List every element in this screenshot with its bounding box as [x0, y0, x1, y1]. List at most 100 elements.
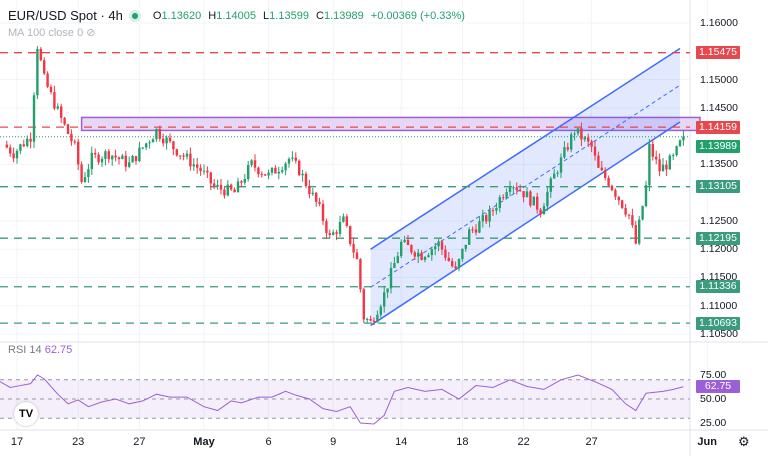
candle-body	[315, 192, 318, 202]
candle-body	[338, 222, 342, 234]
candle-body	[580, 128, 583, 140]
candle-body	[138, 147, 141, 162]
candle-body	[376, 314, 379, 322]
rsi-label[interactable]: RSI 14 62.75	[8, 344, 73, 356]
eye-hidden-icon[interactable]: ⊘	[86, 27, 96, 39]
candle-body	[26, 138, 29, 147]
candle-body	[355, 252, 359, 260]
candle-body	[22, 144, 25, 147]
candle-body	[325, 221, 328, 234]
candle-body	[495, 208, 498, 211]
candle-body	[63, 117, 66, 125]
candle-body	[162, 138, 165, 144]
ohlc-readout: O1.13620 H1.14005 L1.13599 C1.13989 +0.0…	[152, 9, 465, 22]
candle-body	[179, 155, 182, 157]
candle-body	[498, 197, 501, 209]
candle-body	[417, 252, 420, 257]
price-tick: 1.12000	[700, 243, 738, 256]
ma-indicator-label[interactable]: MA 100 close 0 ⊘	[8, 27, 96, 39]
rsi-value-label: 62.75	[696, 380, 740, 394]
candle-body	[573, 133, 576, 135]
candle-body	[576, 128, 580, 134]
date-tick: May	[193, 436, 215, 448]
candle-body	[570, 134, 573, 150]
candle-body	[240, 181, 243, 183]
candle-body	[233, 189, 236, 193]
candle-body	[454, 266, 457, 269]
candle-body	[403, 239, 406, 242]
date-tick: 23	[72, 436, 85, 448]
support-price-label: 1.11336	[696, 280, 740, 294]
candle-body	[49, 86, 53, 92]
candle-body	[250, 160, 253, 165]
candle-body	[617, 196, 620, 201]
candle-body	[423, 257, 427, 260]
candle-body	[593, 146, 597, 156]
candle-body	[216, 184, 219, 187]
candle-body	[478, 221, 481, 233]
candle-body	[379, 306, 382, 315]
candle-body	[539, 209, 542, 215]
candle-body	[328, 233, 331, 235]
candle-body	[389, 267, 393, 289]
candle-body	[655, 156, 658, 160]
candle-body	[624, 207, 627, 215]
candle-body	[134, 156, 138, 162]
candle-body	[66, 124, 70, 134]
candle-body	[464, 244, 467, 249]
candle-body	[515, 187, 518, 191]
candle-body	[359, 259, 362, 290]
date-tick: 6	[265, 436, 272, 448]
candle-body	[260, 174, 263, 176]
candle-body	[236, 181, 240, 193]
last-price-label: 1.13989	[696, 140, 740, 154]
candle-body	[158, 128, 161, 139]
candle-body	[192, 164, 195, 167]
candle-body	[556, 172, 559, 174]
candle-body	[461, 248, 464, 260]
candle-body	[264, 174, 267, 176]
price-tick: 1.11000	[700, 299, 738, 312]
candle-body	[114, 155, 117, 158]
candle-body	[553, 173, 556, 179]
candle-body	[342, 216, 345, 223]
price-tick: 1.16000	[700, 17, 738, 29]
candle-body	[607, 177, 610, 186]
candle-body	[145, 143, 148, 148]
candle-body	[199, 167, 202, 172]
candle-body	[277, 171, 280, 174]
candle-body	[413, 252, 416, 257]
candle-body	[270, 167, 274, 173]
candle-body	[335, 232, 338, 234]
candle-body	[56, 106, 59, 109]
candle-body	[665, 164, 668, 170]
candle-body	[638, 219, 641, 244]
candle-body	[131, 156, 134, 163]
candle-body	[284, 163, 287, 171]
rsi-tick: 75.00	[700, 369, 727, 381]
candle-body	[32, 95, 36, 142]
settings-gear-icon[interactable]: ⚙	[738, 434, 750, 449]
candle-body	[444, 249, 447, 258]
candle-body	[281, 170, 284, 172]
candle-body	[301, 173, 304, 176]
rsi-line	[0, 374, 684, 425]
candle-body	[437, 241, 440, 247]
rsi-tick: 25.00	[700, 417, 727, 429]
candle-body	[491, 210, 495, 212]
candle-body	[372, 320, 376, 322]
candle-body	[304, 173, 308, 187]
candle-body	[121, 155, 124, 160]
candle-body	[77, 141, 80, 165]
candle-body	[519, 190, 522, 192]
candle-body	[682, 136, 685, 141]
symbol-title[interactable]: EUR/USD Spot · 4h	[8, 8, 123, 23]
candle-body	[185, 153, 189, 157]
candle-body	[366, 319, 369, 321]
candle-body	[94, 152, 97, 155]
candle-body	[644, 185, 648, 207]
candle-body	[104, 151, 107, 159]
candle-body	[597, 155, 600, 168]
